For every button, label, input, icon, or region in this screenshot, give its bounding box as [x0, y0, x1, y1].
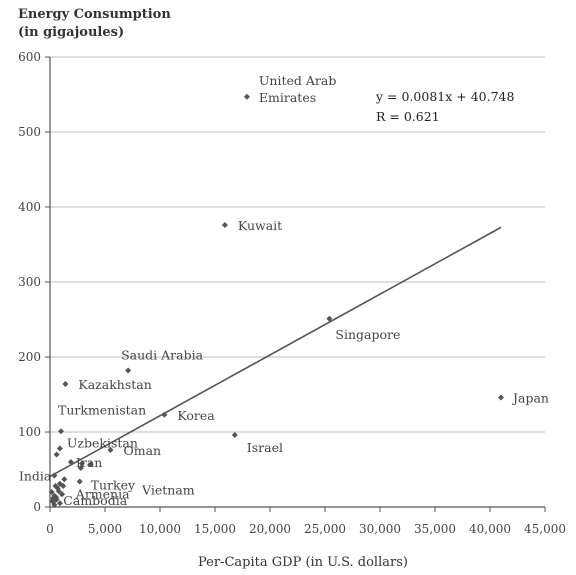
point-label-turkmenistan: Turkmenistan	[58, 402, 146, 417]
point-label-oman: Oman	[124, 443, 162, 458]
y-tick-label: 400	[18, 200, 41, 214]
data-point	[221, 222, 228, 228]
y-ticks: 0 100 200 300 400 500 600	[18, 50, 50, 514]
data-point	[50, 498, 57, 505]
x-axis-title: Per-Capita GDP (in U.S. dollars)	[198, 555, 408, 570]
y-axis-title-line-2: (in gigajoules)	[18, 25, 124, 40]
x-tick-label: 20,000	[249, 522, 291, 536]
data-point	[498, 394, 504, 401]
point-label-kuwait: Kuwait	[238, 218, 282, 233]
data-point	[87, 461, 94, 468]
point-label-korea: Korea	[177, 408, 215, 423]
y-tick-label: 0	[33, 500, 41, 514]
y-tick-label: 100	[18, 425, 41, 439]
x-tick-label: 5,000	[88, 522, 122, 536]
data-point	[77, 465, 84, 471]
y-tick-label: 200	[18, 350, 41, 364]
data-point	[53, 494, 60, 501]
data-point	[76, 478, 83, 485]
y-tick-label: 600	[18, 50, 41, 64]
data-point	[125, 367, 132, 374]
x-tick-label: 45,000	[524, 522, 566, 536]
data-point	[107, 447, 114, 453]
point-label-israel: Israel	[247, 440, 283, 455]
data-point	[243, 93, 250, 100]
data-point	[51, 472, 58, 479]
data-point	[326, 315, 333, 322]
data-point	[55, 488, 62, 495]
point-label-armenia: Armenia	[75, 486, 130, 501]
y-axis-title-line-1: Energy Consumption	[18, 7, 171, 22]
point-labels: United Arab Emirates Kuwait Singapore Saudi …	[19, 73, 549, 508]
data-point	[58, 428, 64, 435]
data-point	[56, 445, 63, 452]
point-label-iran: Iran	[76, 455, 102, 470]
point-label-singapore: Singapore	[335, 327, 400, 342]
gridlines	[50, 56, 545, 433]
x-tick-label: 40,000	[469, 522, 511, 536]
data-point	[53, 451, 60, 458]
x-tick-label: 35,000	[414, 522, 456, 536]
regression-equation: y = 0.0081x + 40.748	[375, 89, 514, 104]
x-tick-label: 25,000	[304, 522, 346, 536]
x-tick-label: 30,000	[359, 522, 401, 536]
regression-r-value: R = 0.621	[376, 109, 440, 124]
x-tick-label: 0	[46, 522, 54, 536]
point-label-turkey: Turkey	[91, 478, 136, 493]
data-point	[61, 476, 68, 483]
data-point	[161, 411, 168, 418]
data-point	[231, 432, 238, 438]
point-label-uzbekistan: Uzbekistan	[67, 436, 138, 451]
point-label-united-arab: United Arab Emirates	[259, 73, 336, 105]
y-tick-label: 500	[18, 125, 41, 139]
trendline	[49, 226, 502, 478]
x-tick-label: 10,000	[139, 522, 181, 536]
data-point	[59, 491, 66, 498]
x-tick-label: 15,000	[194, 522, 236, 536]
data-point	[62, 381, 69, 387]
point-label-vietnam: Vietnam	[141, 482, 195, 497]
x-ticks: 0 5,000 10,000 15,000 20,000 25,000 30,000 35,0…	[46, 507, 566, 536]
data-point	[56, 500, 63, 507]
point-label-japan: Japan	[511, 391, 549, 406]
data-point	[48, 489, 55, 495]
point-label-india: India	[19, 469, 52, 484]
y-tick-label: 300	[18, 275, 41, 289]
point-label-saudi-arabia: Saudi Arabia	[121, 348, 203, 363]
data-point	[67, 459, 74, 465]
data-points	[48, 93, 504, 508]
point-label-kazakhstan: Kazakhstan	[78, 377, 151, 392]
point-label-cambodia: Cambodia	[63, 493, 127, 508]
data-point	[78, 460, 85, 467]
data-point	[56, 480, 63, 487]
